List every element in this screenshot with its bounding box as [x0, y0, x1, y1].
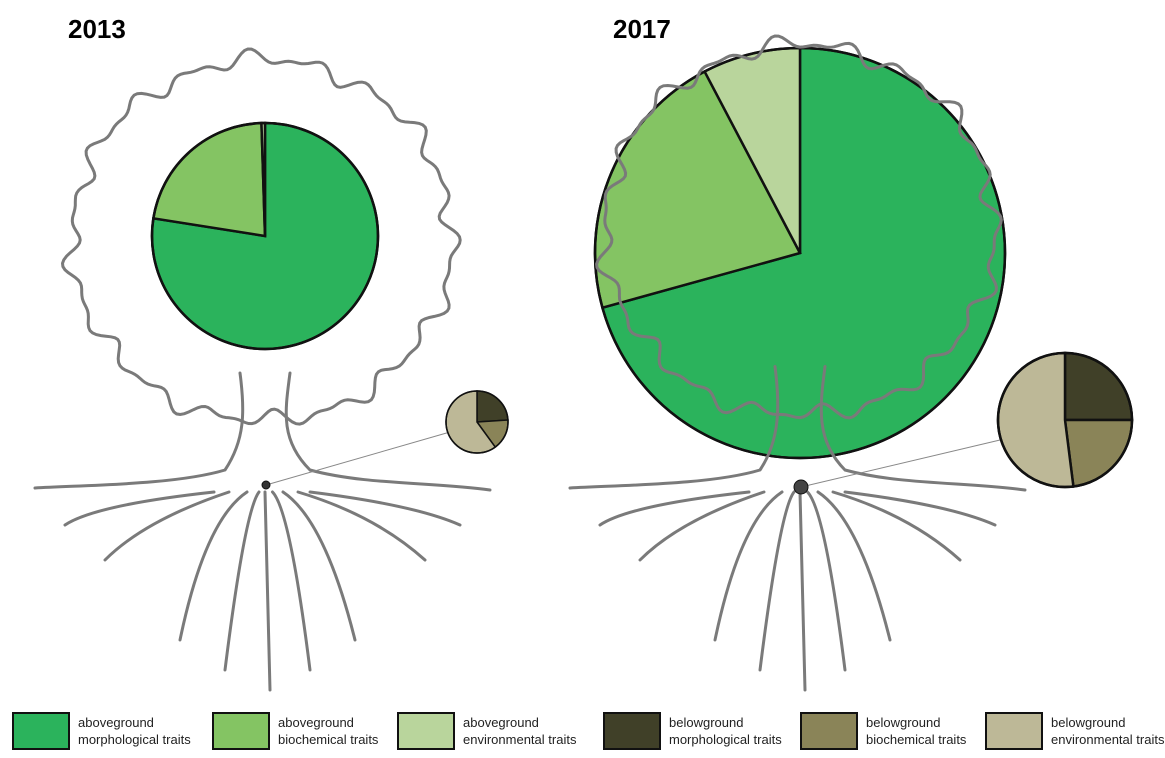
root — [713, 490, 784, 642]
legend-swatch — [397, 712, 455, 750]
tree-crown — [595, 34, 1003, 420]
root — [296, 490, 427, 562]
root — [831, 490, 962, 562]
legend-entry: aboveground morphological traits — [12, 712, 203, 750]
legend-swatch — [603, 712, 661, 750]
pie-outline — [150, 121, 380, 351]
chart-title: 2013 — [68, 14, 126, 44]
pie-slice — [151, 121, 267, 238]
legend-entry: belowground biochemical traits — [800, 712, 991, 750]
legend-entry: aboveground environmental traits — [397, 712, 588, 750]
legend-label: belowground environmental traits — [1051, 715, 1165, 747]
root — [816, 490, 892, 642]
legend-label: belowground morphological traits — [669, 715, 782, 747]
legend-swatch — [212, 712, 270, 750]
chart: 2013 2017 — [33, 14, 1134, 692]
root — [806, 490, 847, 672]
legend-entry: belowground morphological traits — [603, 712, 794, 750]
root-dot — [793, 479, 809, 495]
legend-swatch — [800, 712, 858, 750]
root — [308, 490, 462, 527]
pie-outline — [996, 351, 1134, 489]
root — [63, 490, 216, 527]
trunk — [284, 371, 492, 492]
root — [103, 490, 231, 562]
root — [843, 490, 997, 527]
legend-label: aboveground environmental traits — [463, 715, 577, 747]
legend-label: belowground biochemical traits — [866, 715, 967, 747]
leader-line — [265, 431, 451, 486]
root — [178, 490, 249, 642]
root — [798, 490, 807, 692]
root — [223, 490, 261, 672]
legend-swatch — [12, 712, 70, 750]
legend-label: aboveground morphological traits — [78, 715, 191, 747]
pie-slice — [996, 351, 1075, 489]
pie-outline — [445, 390, 509, 454]
trunk — [33, 371, 245, 490]
chart-title: 2017 — [613, 14, 671, 44]
root — [638, 490, 766, 562]
tree-crown — [60, 47, 462, 426]
trunk — [568, 365, 780, 490]
root — [598, 490, 751, 527]
legend-label: aboveground biochemical traits — [278, 715, 379, 747]
legend-swatch — [985, 712, 1043, 750]
leader-line — [800, 439, 1001, 488]
trunk — [819, 365, 1027, 492]
root — [263, 490, 272, 692]
root — [758, 490, 796, 672]
legend-entry: aboveground biochemical traits — [212, 712, 403, 750]
root — [271, 490, 312, 672]
legend-entry: belowground environmental traits — [985, 712, 1165, 750]
root — [281, 490, 357, 642]
root-dot — [261, 480, 271, 490]
